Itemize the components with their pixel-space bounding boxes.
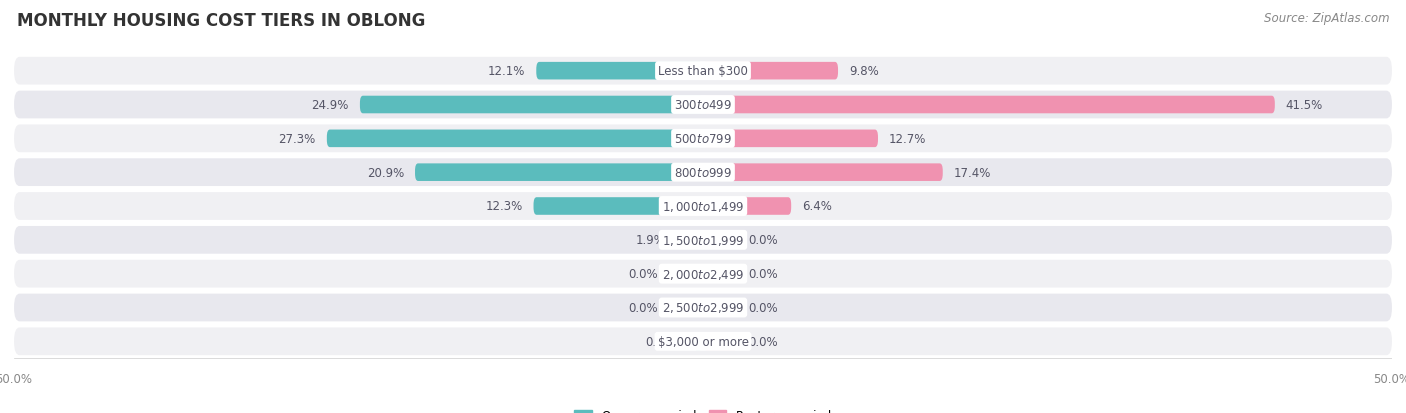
Text: 0.0%: 0.0% — [628, 268, 658, 280]
FancyBboxPatch shape — [14, 159, 1392, 187]
Text: $500 to $799: $500 to $799 — [673, 133, 733, 145]
FancyBboxPatch shape — [14, 125, 1392, 153]
Text: $2,500 to $2,999: $2,500 to $2,999 — [662, 301, 744, 315]
FancyBboxPatch shape — [14, 328, 1392, 355]
FancyBboxPatch shape — [14, 260, 1392, 288]
Text: Less than $300: Less than $300 — [658, 65, 748, 78]
Text: $800 to $999: $800 to $999 — [673, 166, 733, 179]
Text: Source: ZipAtlas.com: Source: ZipAtlas.com — [1264, 12, 1389, 25]
FancyBboxPatch shape — [703, 299, 738, 316]
FancyBboxPatch shape — [14, 294, 1392, 322]
Text: 9.8%: 9.8% — [849, 65, 879, 78]
FancyBboxPatch shape — [703, 164, 943, 182]
Text: 24.9%: 24.9% — [312, 99, 349, 112]
Text: MONTHLY HOUSING COST TIERS IN OBLONG: MONTHLY HOUSING COST TIERS IN OBLONG — [17, 12, 425, 30]
FancyBboxPatch shape — [669, 299, 703, 316]
Text: 0.0%: 0.0% — [748, 301, 778, 314]
FancyBboxPatch shape — [703, 97, 1275, 114]
Text: 1.9%: 1.9% — [636, 234, 666, 247]
FancyBboxPatch shape — [360, 97, 703, 114]
FancyBboxPatch shape — [14, 192, 1392, 221]
FancyBboxPatch shape — [14, 58, 1392, 85]
FancyBboxPatch shape — [14, 226, 1392, 254]
Text: 0.71%: 0.71% — [645, 335, 682, 348]
Text: 20.9%: 20.9% — [367, 166, 404, 179]
FancyBboxPatch shape — [326, 130, 703, 148]
Text: 12.7%: 12.7% — [889, 133, 927, 145]
FancyBboxPatch shape — [703, 265, 738, 283]
Text: $2,000 to $2,499: $2,000 to $2,499 — [662, 267, 744, 281]
Text: 0.0%: 0.0% — [628, 301, 658, 314]
Text: 12.3%: 12.3% — [485, 200, 523, 213]
FancyBboxPatch shape — [533, 198, 703, 215]
FancyBboxPatch shape — [669, 265, 703, 283]
Text: 27.3%: 27.3% — [278, 133, 316, 145]
Text: 12.1%: 12.1% — [488, 65, 526, 78]
Text: $1,000 to $1,499: $1,000 to $1,499 — [662, 199, 744, 214]
Text: 0.0%: 0.0% — [748, 268, 778, 280]
FancyBboxPatch shape — [676, 231, 703, 249]
Text: 0.0%: 0.0% — [748, 335, 778, 348]
FancyBboxPatch shape — [14, 91, 1392, 119]
FancyBboxPatch shape — [703, 130, 877, 148]
Text: 0.0%: 0.0% — [748, 234, 778, 247]
Text: $1,500 to $1,999: $1,500 to $1,999 — [662, 233, 744, 247]
Text: 41.5%: 41.5% — [1286, 99, 1323, 112]
FancyBboxPatch shape — [703, 231, 738, 249]
FancyBboxPatch shape — [693, 333, 703, 350]
FancyBboxPatch shape — [536, 63, 703, 80]
Text: 17.4%: 17.4% — [953, 166, 991, 179]
Legend: Owner-occupied, Renter-occupied: Owner-occupied, Renter-occupied — [569, 404, 837, 413]
FancyBboxPatch shape — [415, 164, 703, 182]
Text: $300 to $499: $300 to $499 — [673, 99, 733, 112]
FancyBboxPatch shape — [703, 63, 838, 80]
FancyBboxPatch shape — [703, 198, 792, 215]
FancyBboxPatch shape — [703, 333, 738, 350]
Text: $3,000 or more: $3,000 or more — [658, 335, 748, 348]
Text: 6.4%: 6.4% — [803, 200, 832, 213]
